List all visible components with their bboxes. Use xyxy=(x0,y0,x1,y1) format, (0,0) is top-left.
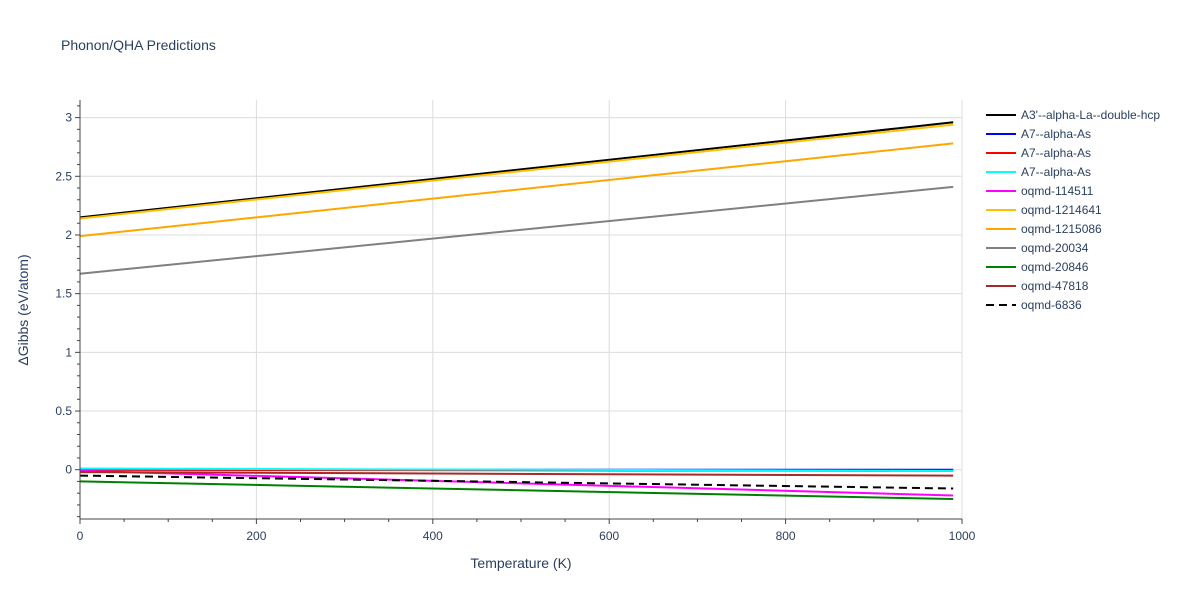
x-tick-label: 200 xyxy=(246,529,266,543)
legend-item[interactable]: A7--alpha-As xyxy=(986,127,1091,141)
legend[interactable]: A3'--alpha-La--double-hcp A7--alpha-As A7-… xyxy=(986,108,1160,312)
grid xyxy=(80,100,963,519)
legend-item[interactable]: oqmd-6836 xyxy=(986,298,1082,312)
y-tick-label: 2 xyxy=(65,228,72,242)
x-axis-title: Temperature (K) xyxy=(470,555,571,571)
legend-item[interactable]: oqmd-1215086 xyxy=(986,222,1102,236)
legend-item[interactable]: oqmd-114511 xyxy=(986,184,1094,198)
legend-item[interactable]: oqmd-47818 xyxy=(986,279,1089,293)
y-tick-label: 0.5 xyxy=(55,404,72,418)
legend-label: A7--alpha-As xyxy=(1021,165,1091,179)
legend-item[interactable]: A7--alpha-As xyxy=(986,165,1091,179)
legend-label: A7--alpha-As xyxy=(1021,146,1091,160)
series-line xyxy=(79,185,954,275)
series-line xyxy=(79,142,954,238)
legend-label: A7--alpha-As xyxy=(1021,127,1091,141)
series-line xyxy=(79,480,954,500)
x-tick-label: 400 xyxy=(423,529,443,543)
legend-item[interactable]: oqmd-20034 xyxy=(986,241,1089,255)
legend-label: oqmd-1215086 xyxy=(1021,222,1102,236)
series-line xyxy=(79,121,954,219)
traces xyxy=(79,121,954,500)
x-tick-label: 800 xyxy=(776,529,796,543)
legend-label: A3'--alpha-La--double-hcp xyxy=(1021,108,1160,122)
legend-label: oqmd-114511 xyxy=(1021,184,1094,198)
legend-label: oqmd-1214641 xyxy=(1021,203,1102,217)
y-tick-label: 1 xyxy=(65,345,72,359)
x-tick-label: 1000 xyxy=(949,529,976,543)
legend-label: oqmd-6836 xyxy=(1021,298,1082,312)
legend-label: oqmd-20846 xyxy=(1021,260,1089,274)
y-tick-label: 3 xyxy=(65,111,72,125)
y-tick-label: 1.5 xyxy=(55,287,72,301)
legend-label: oqmd-20034 xyxy=(1021,241,1089,255)
y-tick-label: 2.5 xyxy=(55,169,72,183)
y-axis-title: ΔGibbs (eV/atom) xyxy=(15,254,31,365)
axes: 0 200 400 600 800 1000 0 0.5 1 1.5 2 2.5 3 xyxy=(55,100,976,543)
legend-item[interactable]: oqmd-1214641 xyxy=(986,203,1102,217)
legend-label: oqmd-47818 xyxy=(1021,279,1089,293)
x-tick-label: 0 xyxy=(77,529,84,543)
series-line xyxy=(79,469,954,497)
x-tick-label: 600 xyxy=(599,529,619,543)
legend-item[interactable]: A7--alpha-As xyxy=(986,146,1091,160)
legend-item[interactable]: oqmd-20846 xyxy=(986,260,1089,274)
chart-title: Phonon/QHA Predictions xyxy=(61,37,216,53)
series-line xyxy=(79,471,954,477)
y-tick-label: 0 xyxy=(65,463,72,477)
series-line xyxy=(79,123,954,220)
legend-item[interactable]: A3'--alpha-La--double-hcp xyxy=(986,108,1160,122)
series-line xyxy=(79,467,954,472)
series-line xyxy=(79,474,954,490)
